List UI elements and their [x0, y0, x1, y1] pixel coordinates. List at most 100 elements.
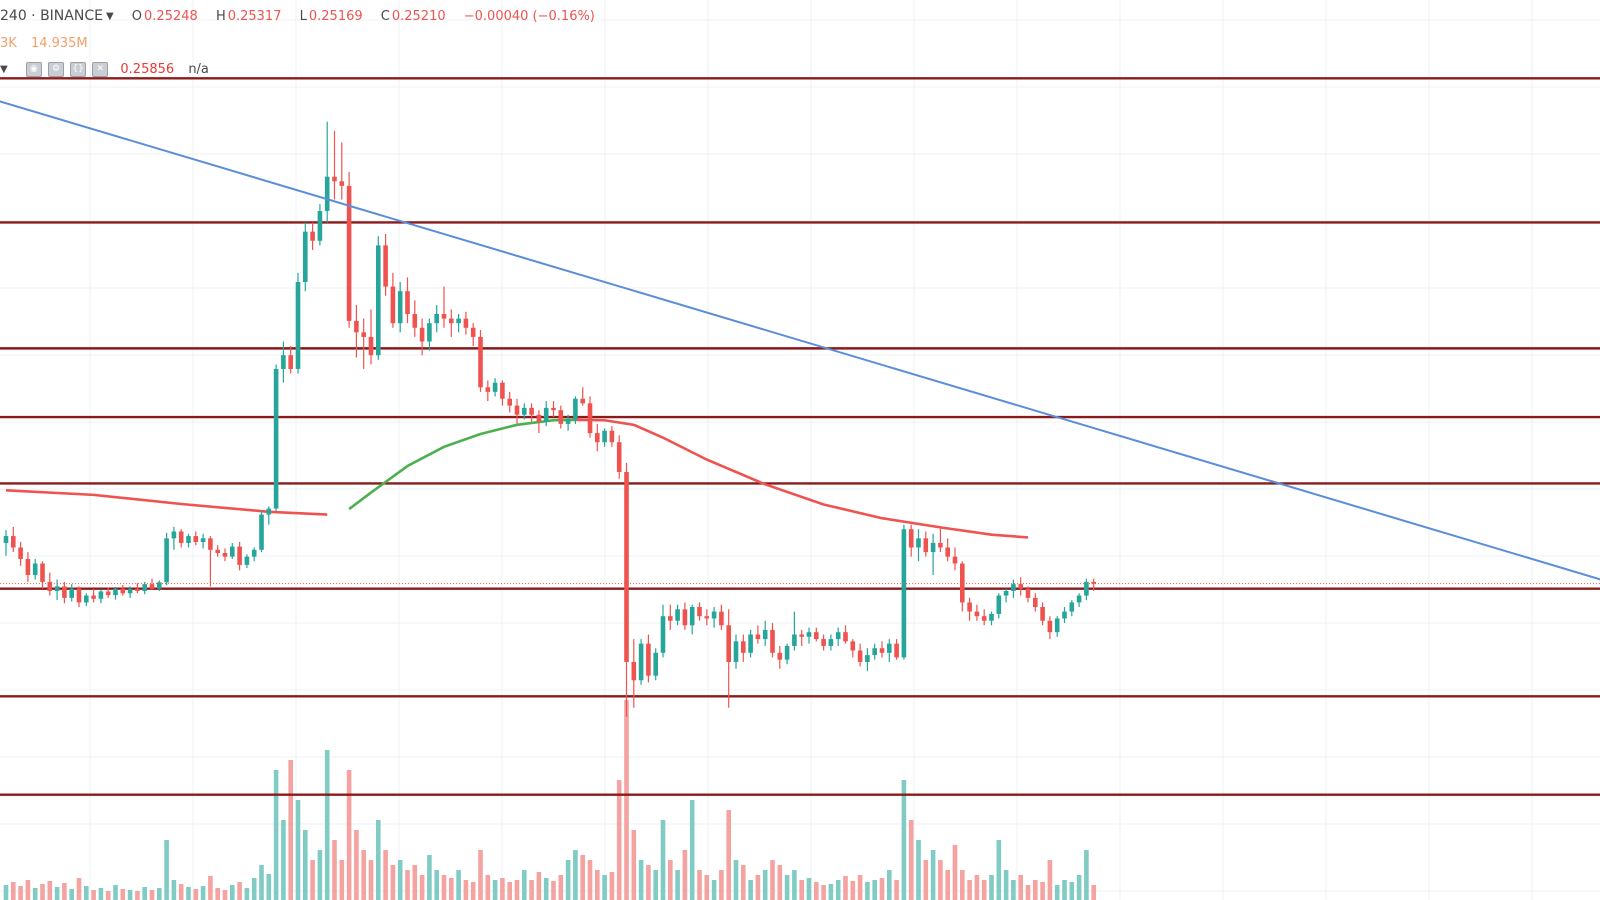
candle-body [376, 245, 381, 356]
candle-body [303, 231, 308, 282]
volume-bar [405, 870, 410, 900]
volume-bar [865, 882, 870, 900]
volume-bar [346, 770, 352, 900]
candle-body [237, 546, 242, 565]
volume-left-value: 3K [0, 36, 17, 51]
candle-body [470, 327, 476, 337]
candle-body [536, 414, 542, 422]
source-code-icon[interactable]: {} [70, 62, 87, 77]
candle-body [646, 643, 651, 676]
close-icon[interactable]: ✕ [92, 62, 109, 77]
volume-bar [1018, 875, 1023, 900]
volume-bar [1025, 885, 1031, 900]
candle-body [522, 407, 527, 415]
candle-body [105, 591, 111, 596]
volume-bar [952, 845, 958, 900]
candle-body [558, 410, 564, 424]
volume-bar [989, 875, 994, 900]
candle-body [1003, 590, 1009, 596]
volume-bar [872, 880, 877, 900]
volume-bar [689, 800, 695, 900]
candle-body [916, 538, 921, 548]
candle-body [565, 419, 571, 424]
volume-bar [463, 880, 469, 900]
volume-bar [646, 865, 651, 900]
candle-body [682, 609, 688, 626]
low-label: L [299, 9, 307, 24]
volume-bar [587, 860, 593, 900]
eye-icon[interactable]: ◉ [25, 62, 42, 77]
volume-bar [259, 865, 264, 900]
candle-body [602, 430, 607, 443]
candle-body [127, 588, 133, 594]
volume-bar [551, 881, 556, 900]
volume-bar [11, 882, 16, 900]
candle-body [69, 588, 74, 598]
volume-bar [54, 887, 60, 900]
volume-bar [273, 770, 279, 900]
settings-icon[interactable]: ⚙ [47, 62, 64, 77]
volume-bar [602, 875, 607, 900]
volume-bar [135, 891, 140, 900]
candle-body [222, 553, 228, 557]
chevron-down-icon[interactable]: ▼ [105, 11, 114, 22]
candle-body [543, 407, 549, 422]
volume-bar [682, 850, 688, 900]
volume-bar [157, 888, 162, 900]
candle-body [872, 648, 877, 656]
candle-body [580, 398, 585, 404]
trendline[interactable] [0, 99, 1600, 585]
candle-body [894, 643, 899, 658]
volume-right-value: 14.935M [30, 36, 88, 51]
volume-bar [164, 840, 169, 900]
volume-bar [1091, 885, 1096, 900]
volume-bar [814, 882, 819, 900]
candle-body [324, 176, 330, 212]
candle-body [485, 387, 491, 392]
volume-bar [697, 870, 702, 900]
volume-bar [1084, 850, 1089, 900]
volume-bar [719, 870, 724, 900]
volume-bar [354, 830, 359, 900]
candle-body [653, 652, 658, 676]
volume-bar [449, 878, 454, 900]
volume-bar [748, 880, 753, 900]
volume-bar [120, 889, 126, 900]
volume-bar [573, 850, 578, 900]
volume-bar [3, 885, 9, 900]
candle-body [178, 531, 184, 543]
candle-body [76, 588, 82, 603]
volume-bar [565, 860, 571, 900]
candle-body [449, 318, 454, 324]
volume-bar [412, 865, 418, 900]
volume-bar [850, 881, 856, 900]
candle-body [419, 327, 425, 342]
volume-bar [32, 888, 38, 900]
volume-bar [704, 875, 710, 900]
volume-bar [427, 855, 432, 900]
high-value: 0.25317 [227, 9, 282, 24]
candle-body [500, 382, 505, 399]
volume-bar [806, 878, 812, 900]
volume-bar [222, 890, 228, 900]
volume-bar [361, 850, 366, 900]
candle-body [573, 398, 578, 420]
symbol-label[interactable]: 240 · BINANCE [0, 8, 103, 24]
volume-bar [281, 820, 286, 900]
candle-body [120, 588, 126, 594]
horizontal-levels[interactable] [0, 77, 1600, 796]
chevron-down-icon[interactable]: ▼ [0, 64, 8, 75]
candle-body [609, 430, 615, 443]
volume-bar [368, 860, 374, 900]
candle-body [733, 641, 739, 662]
volume-bar [784, 875, 790, 900]
candle-body [901, 529, 907, 658]
candle-body [11, 536, 16, 548]
candle-body [1011, 584, 1016, 591]
candle-body [259, 514, 264, 550]
candle-body [719, 611, 724, 626]
candle-body [967, 602, 972, 612]
candle-body [660, 616, 666, 653]
volume-bar [208, 876, 213, 900]
